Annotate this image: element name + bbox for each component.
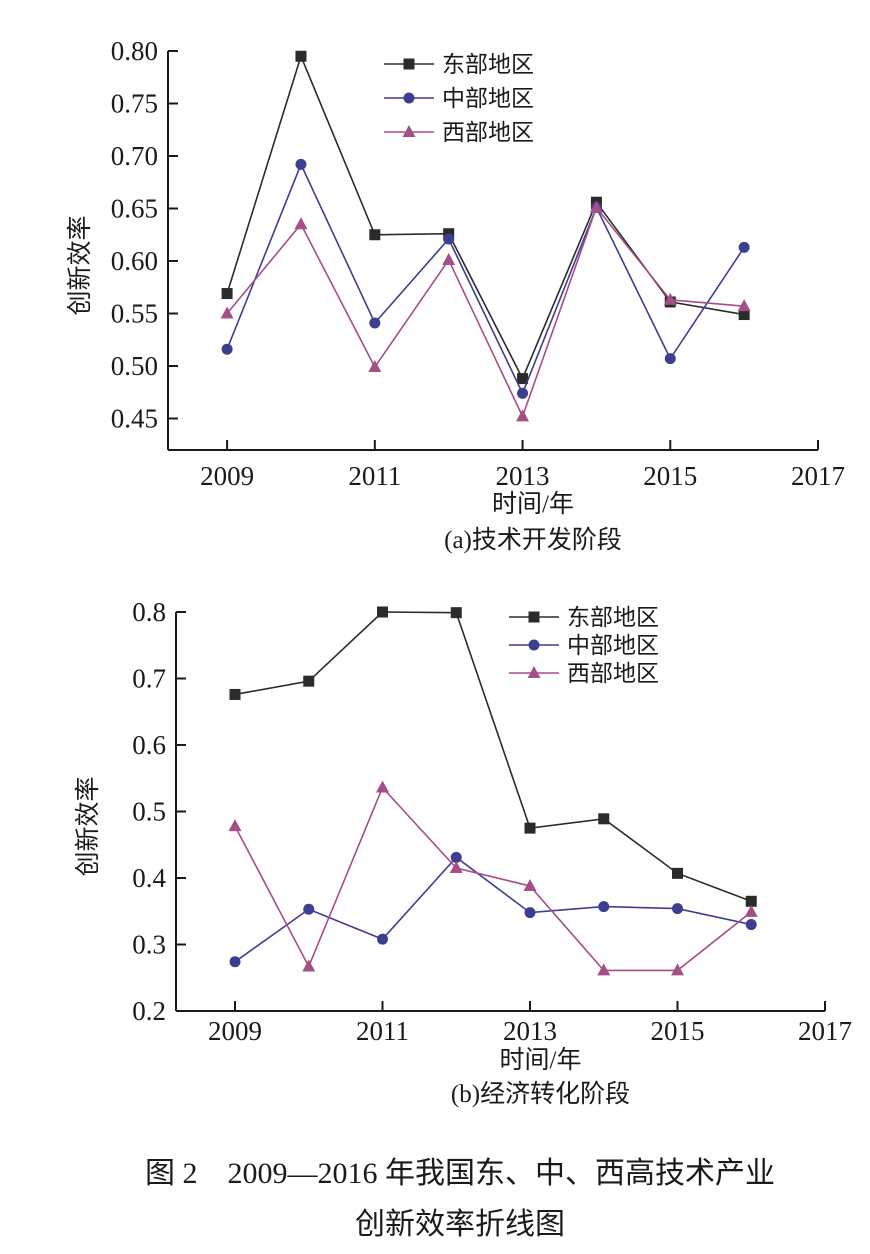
chart-a-point-west [442, 252, 456, 265]
chart-b-point-central [745, 919, 757, 931]
chart-a-legend-marker-central [403, 92, 415, 104]
chart-b-y-axis-title: 创新效率 [74, 776, 102, 876]
chart-b-point-east [377, 606, 388, 618]
chart-b-point-west [671, 963, 684, 976]
chart-b-point-west [376, 780, 389, 793]
chart-b-x-tick-label: 2011 [356, 1016, 409, 1046]
chart-a: 0.45 0.50 0.55 0.60 0.65 0.70 0.75 0.80 2009 2011… [66, 36, 845, 554]
chart-a-point-west [516, 409, 530, 422]
chart-b-point-east [303, 675, 315, 687]
chart-a-point-central [517, 387, 529, 399]
chart-b-y-tick-label: 0.7 [132, 664, 166, 694]
chart-a-point-east [295, 50, 307, 62]
chart-a-point-central [664, 353, 676, 365]
chart-b-legend-label-west: 西部地区 [567, 661, 659, 686]
chart-a-point-east [517, 373, 529, 385]
chart-a-point-east [738, 309, 750, 321]
chart-b-point-central [672, 903, 683, 915]
chart-b-series-line-east [234, 611, 752, 903]
chart-a-y-tick-label: 0.45 [111, 404, 158, 434]
chart-b-point-west [597, 963, 611, 976]
chart-b-point-central [377, 933, 388, 945]
chart-a-point-west [589, 200, 603, 213]
chart-b-x-tick-label: 2017 [798, 1016, 852, 1046]
figure-caption-line1: 图 2 2009—2016 年我国东、中、西高技术产业 [145, 1157, 775, 1190]
chart-b-series-line-central [234, 856, 752, 963]
chart-b-legend-marker-central [528, 639, 540, 651]
chart-b-point-east [672, 867, 683, 879]
chart-a-y-tick-label: 0.60 [111, 246, 158, 276]
chart-b-point-central [450, 851, 462, 863]
chart-a-y-tick-label: 0.50 [111, 351, 158, 381]
chart-b-point-east [450, 607, 462, 619]
chart-a-point-east [221, 288, 233, 300]
chart-a-x-axis-title: 时间/年 [492, 490, 574, 518]
chart-b-point-west [523, 878, 537, 891]
chart-a-x-tick-label: 2011 [348, 461, 401, 491]
chart-b-subtitle: (b)经济转化阶段 [451, 1080, 630, 1108]
chart-a-point-central [738, 241, 750, 253]
chart-b: 0.2 0.3 0.4 0.5 0.6 0.7 0.8 2009 2011 2013 2015 201… [74, 597, 852, 1108]
chart-a-y-tick-label: 0.80 [111, 36, 158, 66]
chart-a-x-tick-label: 2013 [496, 461, 550, 491]
chart-a-series-line-central [226, 162, 745, 396]
chart-a-y-tick-label: 0.55 [111, 299, 158, 329]
chart-a-legend-marker-west [402, 125, 416, 137]
chart-b-point-east [598, 813, 610, 825]
chart-b-y-tick-label: 0.4 [132, 863, 166, 893]
chart-a-point-west [737, 299, 751, 312]
chart-b-point-central [229, 956, 241, 968]
chart-a-y-tick-label: 0.70 [111, 141, 158, 171]
chart-a-y-axis-title: 创新效率 [66, 215, 94, 315]
chart-b-point-central [598, 901, 610, 913]
chart-b-legend-marker-east [528, 611, 540, 623]
chart-b-legend-marker-west [527, 666, 541, 678]
chart-b-x-axis-title: 时间/年 [500, 1046, 582, 1074]
chart-b-point-central [303, 903, 315, 915]
chart-a-point-central [443, 233, 455, 245]
chart-a-x-tick-label: 2009 [200, 461, 254, 491]
chart-a-legend-label-west: 西部地区 [442, 120, 534, 145]
chart-a-series-line-west [226, 205, 745, 419]
chart-b-y-tick-label: 0.6 [132, 730, 166, 760]
chart-b-legend-label-central: 中部地区 [567, 633, 659, 658]
chart-a-subtitle: (a)技术开发阶段 [444, 526, 622, 554]
chart-a-point-west [663, 292, 677, 305]
chart-b-point-central [524, 907, 536, 919]
chart-a-point-east [369, 229, 381, 241]
chart-b-y-tick-label: 0.3 [132, 930, 166, 960]
chart-b-point-west [228, 819, 242, 832]
chart-b-point-west [302, 959, 316, 972]
chart-a-x-tick-label: 2015 [643, 461, 697, 491]
chart-a-legend-label-east: 东部地区 [442, 52, 534, 77]
chart-a-y-tick-label: 0.75 [111, 89, 158, 119]
chart-a-point-central [369, 317, 381, 329]
chart-b-point-east [745, 895, 757, 907]
chart-a-x-tick-label: 2017 [791, 461, 845, 491]
chart-b-x-tick-label: 2013 [503, 1016, 557, 1046]
chart-b-y-tick-label: 0.2 [132, 996, 166, 1026]
chart-b-point-east [524, 822, 536, 834]
chart-b-legend-label-east: 东部地区 [567, 605, 659, 630]
chart-a-legend-marker-east [403, 58, 415, 70]
chart-a-point-central [295, 158, 307, 170]
chart-a-point-west [294, 217, 308, 230]
figure-caption-line2: 创新效率折线图 [355, 1208, 565, 1241]
chart-b-y-tick-label: 0.8 [132, 597, 166, 627]
chart-b-point-east [229, 688, 241, 700]
chart-b-x-tick-label: 2015 [651, 1016, 705, 1046]
chart-a-legend-label-central: 中部地区 [442, 86, 534, 111]
chart-b-y-tick-label: 0.5 [132, 797, 166, 827]
chart-a-point-central [221, 343, 233, 355]
chart-b-x-tick-label: 2009 [208, 1016, 262, 1046]
chart-b-series-line-west [234, 786, 752, 972]
chart-a-y-tick-label: 0.65 [111, 194, 158, 224]
chart-b-point-west [744, 904, 758, 917]
chart-a-point-west [368, 360, 382, 373]
chart-a-point-west [220, 306, 234, 319]
chart-b-point-west [449, 861, 463, 874]
